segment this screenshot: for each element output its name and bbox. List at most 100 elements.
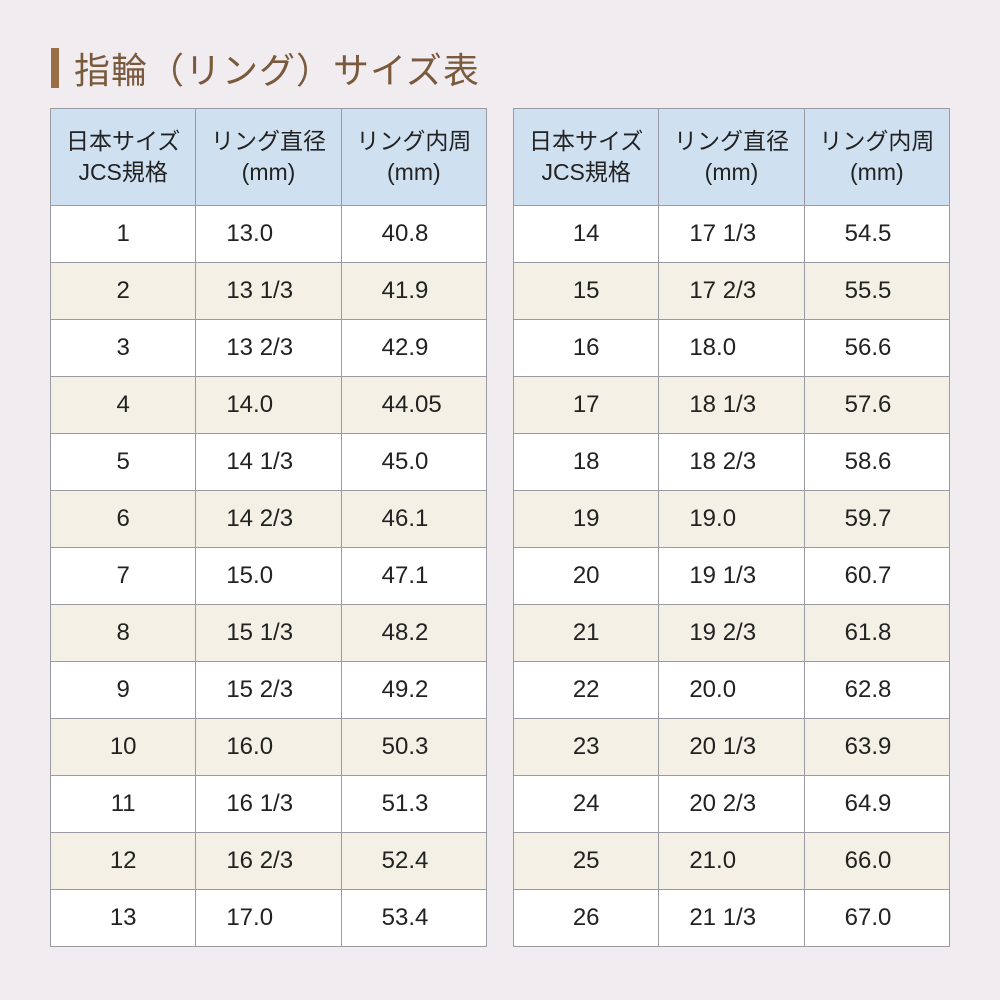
table-cell: 53.4 — [340, 889, 488, 947]
table-cell: 1 — [49, 205, 197, 263]
table-cell: 57.6 — [803, 376, 951, 434]
table-row: 16 18.0 56.6 — [512, 319, 951, 377]
table-row: 26 21 1/3 67.0 — [512, 889, 951, 947]
table-cell: 47.1 — [340, 547, 488, 605]
table-cell: 20 2/3 — [658, 775, 805, 833]
table-cell: 13.0 — [195, 205, 342, 263]
table-cell: 20 1/3 — [658, 718, 805, 776]
table-cell: 15 2/3 — [195, 661, 342, 719]
table-cell: 14 — [512, 205, 660, 263]
header-line: 日本サイズ — [529, 128, 644, 154]
table-cell: 52.4 — [340, 832, 488, 890]
header-line: リング内周 — [819, 128, 935, 154]
table-cell: 21 — [512, 604, 660, 662]
table-row: 7 15.0 47.1 — [49, 547, 488, 605]
table-cell: 46.1 — [340, 490, 488, 548]
table-row: 12 16 2/3 52.4 — [49, 832, 488, 890]
table-row: 10 16.0 50.3 — [49, 718, 488, 776]
table-cell: 5 — [49, 433, 197, 491]
table-cell: 15 1/3 — [195, 604, 342, 662]
table-row: 11 16 1/3 51.3 — [49, 775, 488, 833]
table-cell: 44.05 — [340, 376, 488, 434]
table-cell: 19.0 — [658, 490, 805, 548]
table-cell: 2 — [49, 262, 197, 320]
table-cell: 7 — [49, 547, 197, 605]
table-cell: 21.0 — [658, 832, 805, 890]
table-cell: 61.8 — [803, 604, 951, 662]
table-row: 19 19.0 59.7 — [512, 490, 951, 548]
header-cell: リング直径 (mm) — [658, 108, 805, 206]
header-cell: リング内周 (mm) — [803, 108, 951, 206]
header-cell: リング内周 (mm) — [340, 108, 488, 206]
table-cell: 16 1/3 — [195, 775, 342, 833]
table-cell: 10 — [49, 718, 197, 776]
table-row: 18 18 2/3 58.6 — [512, 433, 951, 491]
header-line: (mm) — [241, 159, 296, 185]
table-cell: 56.6 — [803, 319, 951, 377]
table-cell: 19 2/3 — [658, 604, 805, 662]
table-row: 20 19 1/3 60.7 — [512, 547, 951, 605]
table-cell: 18 1/3 — [658, 376, 805, 434]
table-cell: 48.2 — [340, 604, 488, 662]
table-cell: 40.8 — [340, 205, 488, 263]
table-cell: 8 — [49, 604, 197, 662]
table-cell: 23 — [512, 718, 660, 776]
table-cell: 50.3 — [340, 718, 488, 776]
table-row: 6 14 2/3 46.1 — [49, 490, 488, 548]
header-row: 日本サイズ JCS規格 リング直径 (mm) リング内周 (mm) — [49, 108, 488, 206]
table-cell: 42.9 — [340, 319, 488, 377]
header-cell: 日本サイズ JCS規格 — [49, 108, 197, 206]
table-cell: 14.0 — [195, 376, 342, 434]
table-cell: 18 — [512, 433, 660, 491]
table-row: 14 17 1/3 54.5 — [512, 205, 951, 263]
table-cell: 15 — [512, 262, 660, 320]
table-cell: 6 — [49, 490, 197, 548]
table-cell: 55.5 — [803, 262, 951, 320]
table-cell: 4 — [49, 376, 197, 434]
table-row: 3 13 2/3 42.9 — [49, 319, 488, 377]
table-cell: 17 1/3 — [658, 205, 805, 263]
table-cell: 21 1/3 — [658, 889, 805, 947]
table-row: 5 14 1/3 45.0 — [49, 433, 488, 491]
header-line: リング直径 — [673, 128, 789, 154]
table-cell: 64.9 — [803, 775, 951, 833]
table-cell: 66.0 — [803, 832, 951, 890]
table-cell: 15.0 — [195, 547, 342, 605]
table-row: 8 15 1/3 48.2 — [49, 604, 488, 662]
table-cell: 9 — [49, 661, 197, 719]
table-cell: 26 — [512, 889, 660, 947]
table-cell: 60.7 — [803, 547, 951, 605]
table-cell: 54.5 — [803, 205, 951, 263]
size-table: 日本サイズ JCS規格 リング直径 (mm) リング内周 (mm) 1 13.0 40.8 2 13… — [49, 108, 488, 947]
header-cell: リング直径 (mm) — [195, 108, 342, 206]
table-cell: 16 2/3 — [195, 832, 342, 890]
table-cell: 14 1/3 — [195, 433, 342, 491]
table-cell: 58.6 — [803, 433, 951, 491]
table-row: 1 13.0 40.8 — [49, 205, 488, 263]
header-line: JCS規格 — [541, 159, 631, 185]
table-cell: 63.9 — [803, 718, 951, 776]
table-body: 1 13.0 40.8 2 13 1/3 41.9 3 13 2/3 42.9 4 14.0 44.0… — [49, 205, 488, 947]
table-row: 17 18 1/3 57.6 — [512, 376, 951, 434]
table-cell: 18.0 — [658, 319, 805, 377]
table-cell: 19 — [512, 490, 660, 548]
table-row: 24 20 2/3 64.9 — [512, 775, 951, 833]
table-cell: 67.0 — [803, 889, 951, 947]
table-cell: 25 — [512, 832, 660, 890]
table-cell: 22 — [512, 661, 660, 719]
table-cell: 41.9 — [340, 262, 488, 320]
table-row: 21 19 2/3 61.8 — [512, 604, 951, 662]
table-header: 日本サイズ JCS規格 リング直径 (mm) リング内周 (mm) — [49, 108, 488, 206]
table-cell: 18 2/3 — [658, 433, 805, 491]
table-cell: 16 — [512, 319, 660, 377]
table-cell: 17 2/3 — [658, 262, 805, 320]
header-line: (mm) — [850, 159, 904, 185]
table-cell: 19 1/3 — [658, 547, 805, 605]
table-cell: 12 — [49, 832, 197, 890]
table-row: 4 14.0 44.05 — [49, 376, 488, 434]
header-line: リング内周 — [356, 128, 472, 154]
table-row: 2 13 1/3 41.9 — [49, 262, 488, 320]
title: 指輪（リング）サイズ表 — [74, 51, 480, 92]
header-line: (mm) — [387, 159, 441, 185]
